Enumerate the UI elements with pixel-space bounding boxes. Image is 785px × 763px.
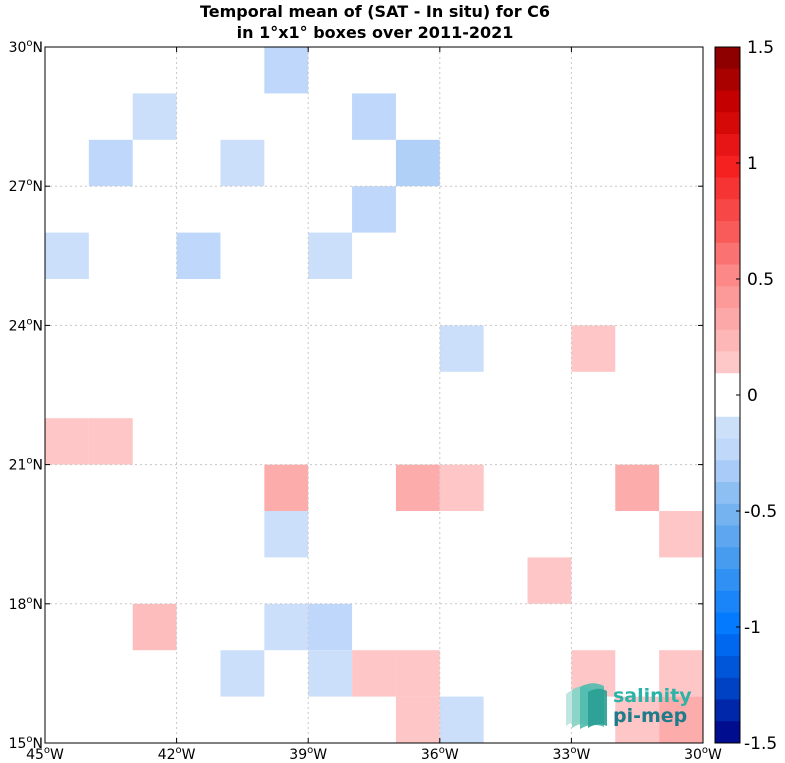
- data-cell: [659, 696, 703, 743]
- data-cell: [264, 47, 309, 94]
- colorbar-segment: [715, 656, 740, 679]
- data-cell: [439, 325, 484, 372]
- colorbar-segment: [715, 590, 740, 613]
- colorbar-segment: [715, 503, 740, 526]
- colorbar-segment: [715, 547, 740, 570]
- x-tick-label: 36oW: [421, 745, 459, 763]
- data-cell: [352, 650, 396, 697]
- colorbar-tick-label: 0: [747, 386, 758, 406]
- logo-text-salinity: salinity: [613, 685, 692, 707]
- data-cell: [264, 603, 309, 651]
- data-cell: [176, 232, 221, 279]
- data-cell: [439, 464, 484, 511]
- logo-text-pi-mep: pi-mep: [613, 705, 687, 727]
- colorbar-tick-label: 0.5: [747, 270, 774, 290]
- colorbar-segment: [715, 634, 740, 657]
- data-cells: [45, 47, 703, 743]
- colorbar-segment: [715, 242, 740, 265]
- colorbar-tick-label: -1.5: [744, 734, 777, 754]
- colorbar-segment: [715, 47, 740, 70]
- data-cell: [264, 464, 309, 511]
- colorbar-segment: [715, 416, 740, 439]
- data-cell: [615, 464, 660, 511]
- data-cell: [88, 418, 133, 465]
- gridlines: [45, 47, 703, 743]
- colorbar-segment: [715, 612, 740, 635]
- wave-logo-icon: [566, 683, 607, 729]
- data-cell: [395, 464, 440, 511]
- data-cell: [571, 325, 616, 372]
- colorbar-segment: [715, 177, 740, 200]
- chart-subtitle: in 1°x1° boxes over 2011-2021: [237, 23, 514, 42]
- y-tick-label: 24oN: [9, 316, 43, 334]
- colorbar-segment: [715, 308, 740, 331]
- colorbar-segment: [715, 351, 740, 374]
- x-axis-ticks: 45oW 42oW 39oW 36oW 33oW 30oW: [26, 47, 722, 763]
- x-tick-label: 39oW: [289, 745, 327, 763]
- colorbar-segment: [715, 155, 740, 178]
- y-tick-label: 27oN: [9, 177, 43, 195]
- map-plot-area: [44, 46, 704, 744]
- colorbar-segment: [715, 286, 740, 309]
- data-cell: [132, 93, 177, 140]
- x-tick-label: 30oW: [684, 745, 722, 763]
- data-cell: [220, 650, 265, 697]
- colorbar-segment: [715, 395, 740, 418]
- data-cell: [395, 650, 440, 697]
- data-cell: [615, 696, 660, 743]
- colorbar-segment: [715, 482, 740, 505]
- colorbar-segment: [715, 677, 740, 700]
- salinity-pi-mep-logo: salinity pi-mep: [566, 683, 692, 729]
- data-cell: [352, 93, 396, 140]
- colorbar-segment: [715, 569, 740, 592]
- data-cell: [395, 696, 440, 743]
- colorbar-segment: [715, 221, 740, 244]
- data-cell: [659, 650, 703, 697]
- colorbar-tick-label: 1.5: [747, 38, 774, 58]
- colorbar-tick-label: -0.5: [744, 502, 777, 522]
- x-tick-label: 45oW: [26, 745, 64, 763]
- colorbar-segment: [715, 90, 740, 113]
- colorbar-segment: [715, 525, 740, 548]
- y-tick-label: 21oN: [9, 456, 43, 474]
- data-cell: [308, 650, 353, 697]
- data-cell: [308, 232, 353, 279]
- data-cell: [439, 696, 484, 743]
- colorbar-tick-label: -1: [744, 618, 761, 638]
- data-cell: [88, 139, 133, 187]
- colorbar-segment: [715, 699, 740, 722]
- colorbar: 1.5 1 0.5 0 -0.5 -1 -1.5: [714, 38, 777, 754]
- data-cell: [45, 232, 89, 279]
- data-cell: [132, 603, 177, 651]
- data-cell: [352, 186, 396, 233]
- chart-title: Temporal mean of (SAT - In situ) for C6: [200, 2, 550, 21]
- colorbar-segment: [715, 264, 740, 287]
- data-cell: [220, 139, 265, 187]
- y-tick-label: 18oN: [9, 595, 43, 613]
- colorbar-segment: [715, 112, 740, 135]
- plot-frame: [44, 46, 704, 744]
- data-cell: [45, 418, 89, 465]
- colorbar-segment: [715, 329, 740, 352]
- colorbar-segment: [715, 460, 740, 483]
- colorbar-segment: [715, 438, 740, 461]
- data-cell: [395, 139, 440, 187]
- y-axis-ticks: 15oN 18oN 21oN 24oN 27oN 30oN: [9, 38, 703, 752]
- colorbar-tick-label: 1: [747, 154, 758, 174]
- colorbar-segment: [715, 721, 740, 744]
- data-cell: [527, 557, 572, 604]
- y-tick-label: 30oN: [9, 38, 43, 56]
- x-tick-label: 42oW: [158, 745, 196, 763]
- colorbar-segment: [715, 199, 740, 222]
- y-tick-label: 15oN: [9, 734, 43, 752]
- data-cell: [264, 511, 309, 558]
- x-tick-label: 33oW: [553, 745, 591, 763]
- colorbar-segment: [715, 68, 740, 91]
- colorbar-segment: [715, 134, 740, 157]
- data-cell: [308, 603, 353, 651]
- colorbar-segment: [715, 373, 740, 396]
- data-cell: [659, 511, 703, 558]
